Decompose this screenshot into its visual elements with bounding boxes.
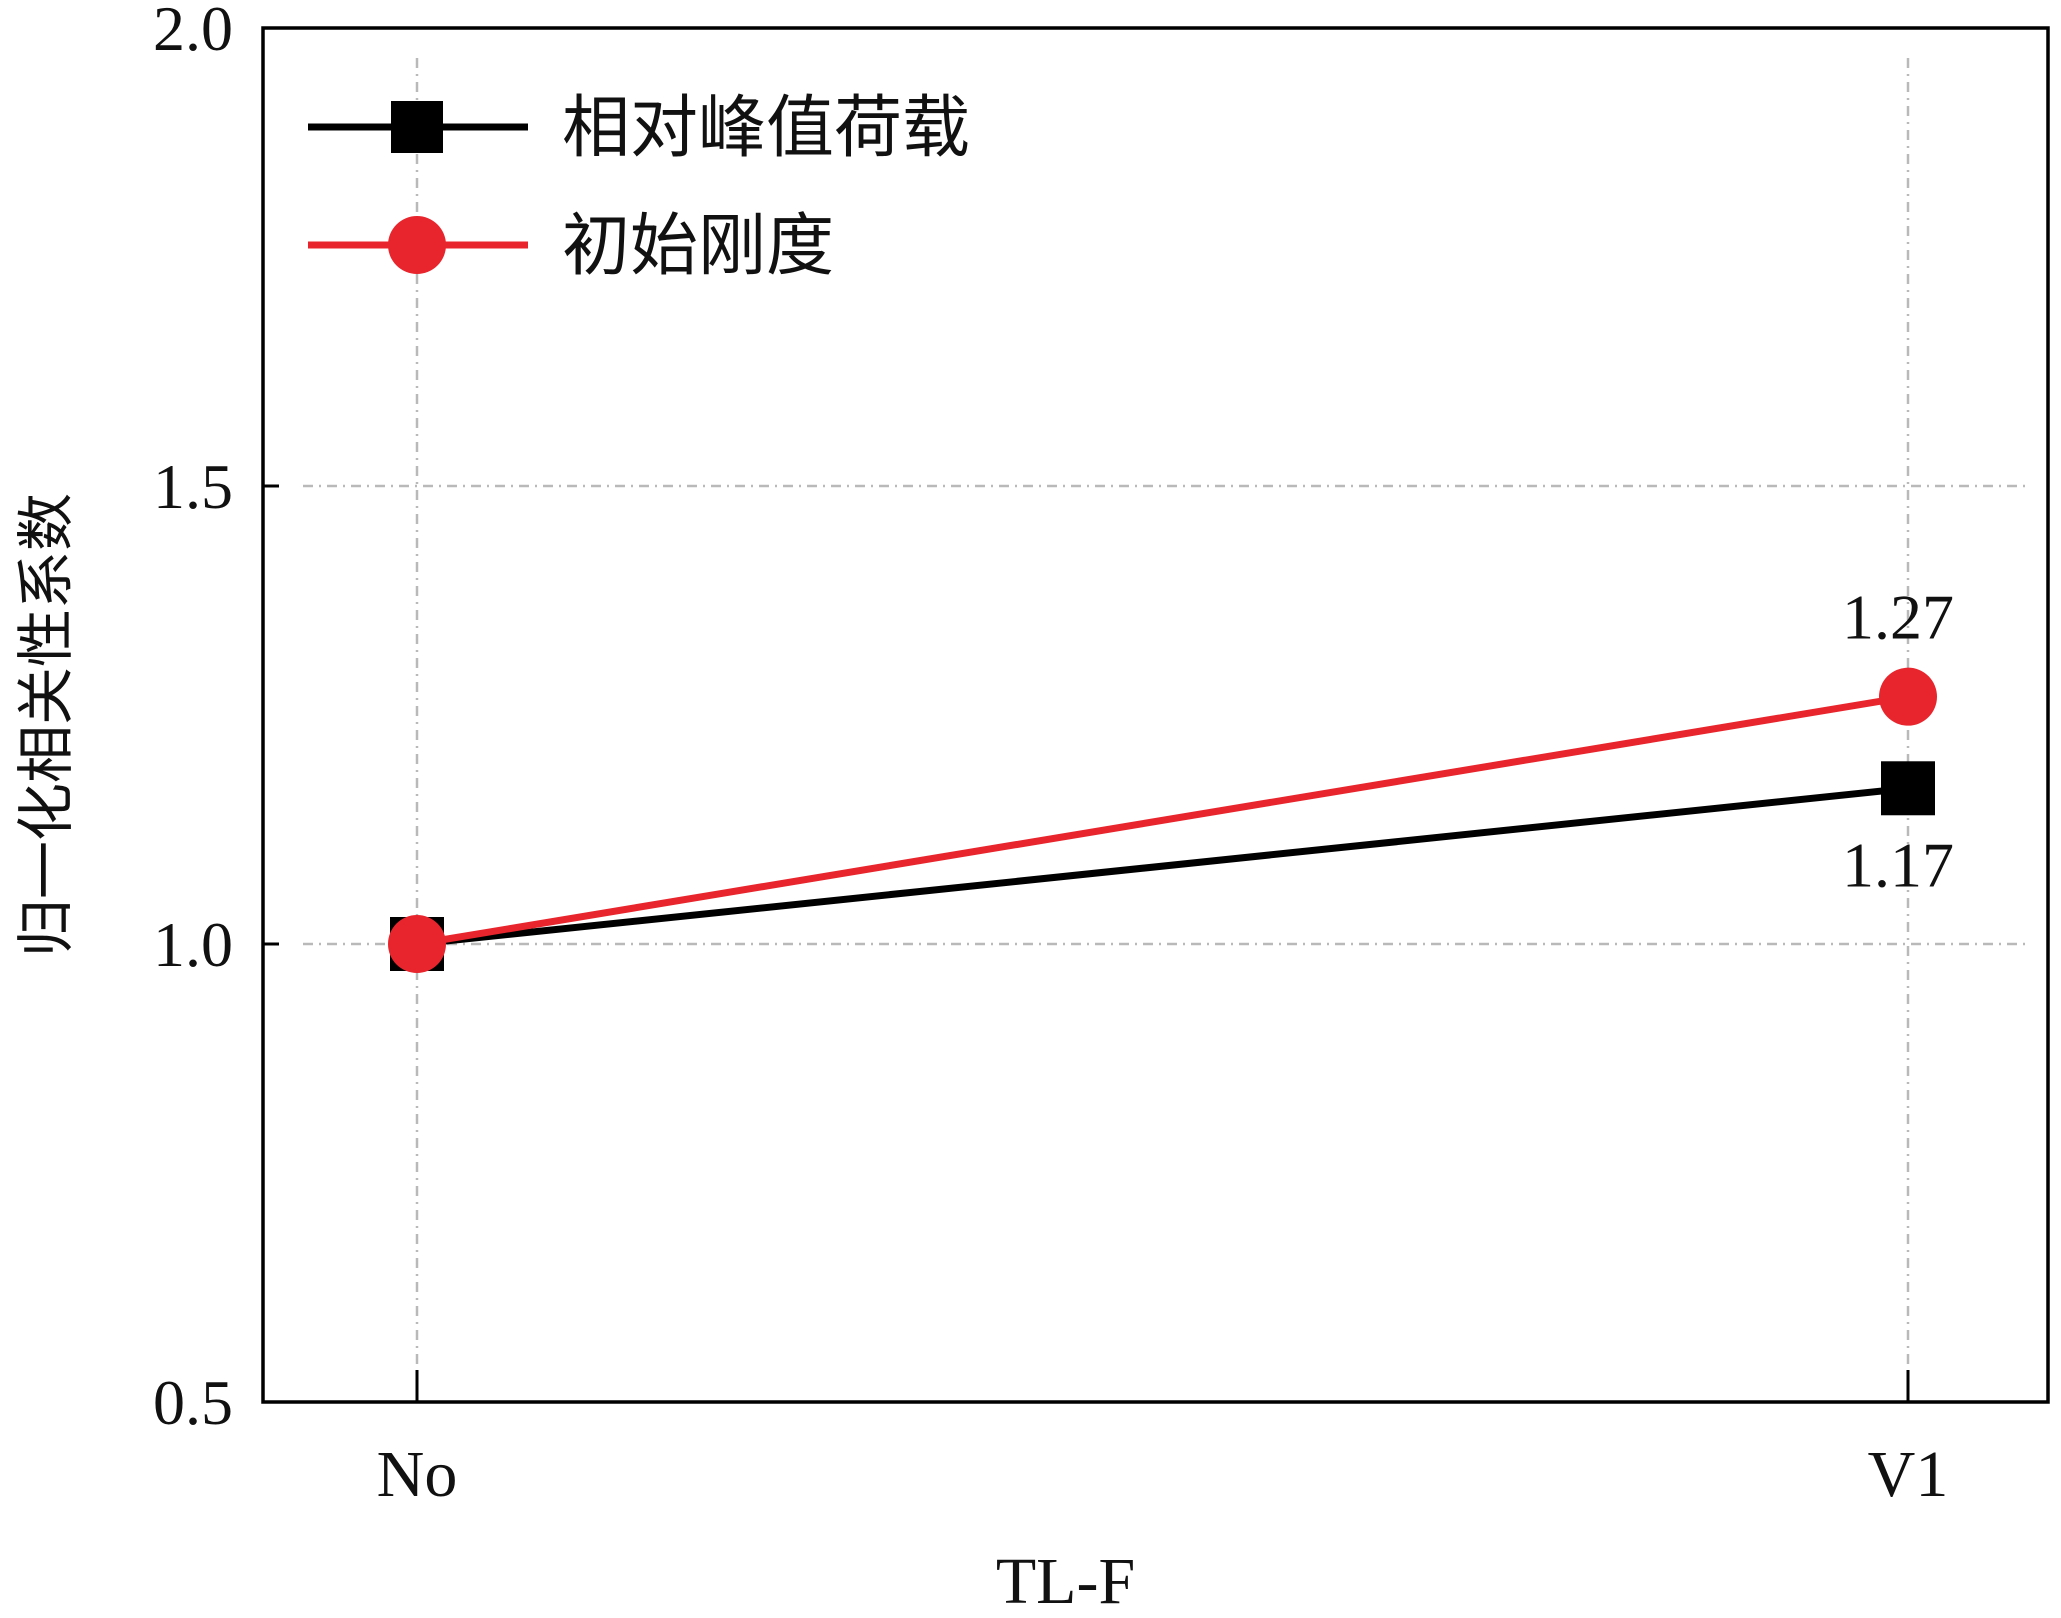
plot-frame: [261, 26, 2050, 1404]
y-tick-label-2: 1.5: [153, 451, 233, 522]
y-axis-ticks: 0.5 1.0 1.5 2.0: [153, 0, 279, 1438]
y-tick-label-1: 1.0: [153, 909, 233, 980]
y-tick-label-3: 2.0: [153, 0, 233, 64]
y-tick-label-0: 0.5: [153, 1367, 233, 1438]
x-tick-label-1: V1: [1868, 1438, 1949, 1511]
legend-label-1: 初始刚度: [562, 207, 834, 286]
x-tick-label-0: No: [377, 1438, 458, 1511]
data-label-series-1-point-1: 1.27: [1842, 582, 1954, 653]
series-1-point-1: [1879, 667, 1937, 726]
series-line-0: [416, 784, 1909, 948]
y-axis-label: 归一化相关性系数: [12, 493, 80, 957]
series-line-1: [416, 693, 1909, 948]
series: [388, 667, 1937, 973]
data-labels: 1.17 1.27: [1842, 582, 1954, 901]
legend-label-0: 相对峰值荷载: [562, 89, 970, 168]
data-label-series-0-point-1: 1.17: [1842, 829, 1954, 900]
legend-marker-1: [388, 216, 446, 274]
series-0-point-1: [1881, 761, 1935, 816]
series-1-point-0: [388, 915, 446, 973]
x-axis-label: TL-F: [996, 1545, 1135, 1613]
axes: [261, 26, 2050, 1404]
legend-marker-0: [391, 101, 443, 153]
x-axis-ticks: No V1: [377, 1370, 1949, 1511]
grid: [303, 58, 2028, 1382]
